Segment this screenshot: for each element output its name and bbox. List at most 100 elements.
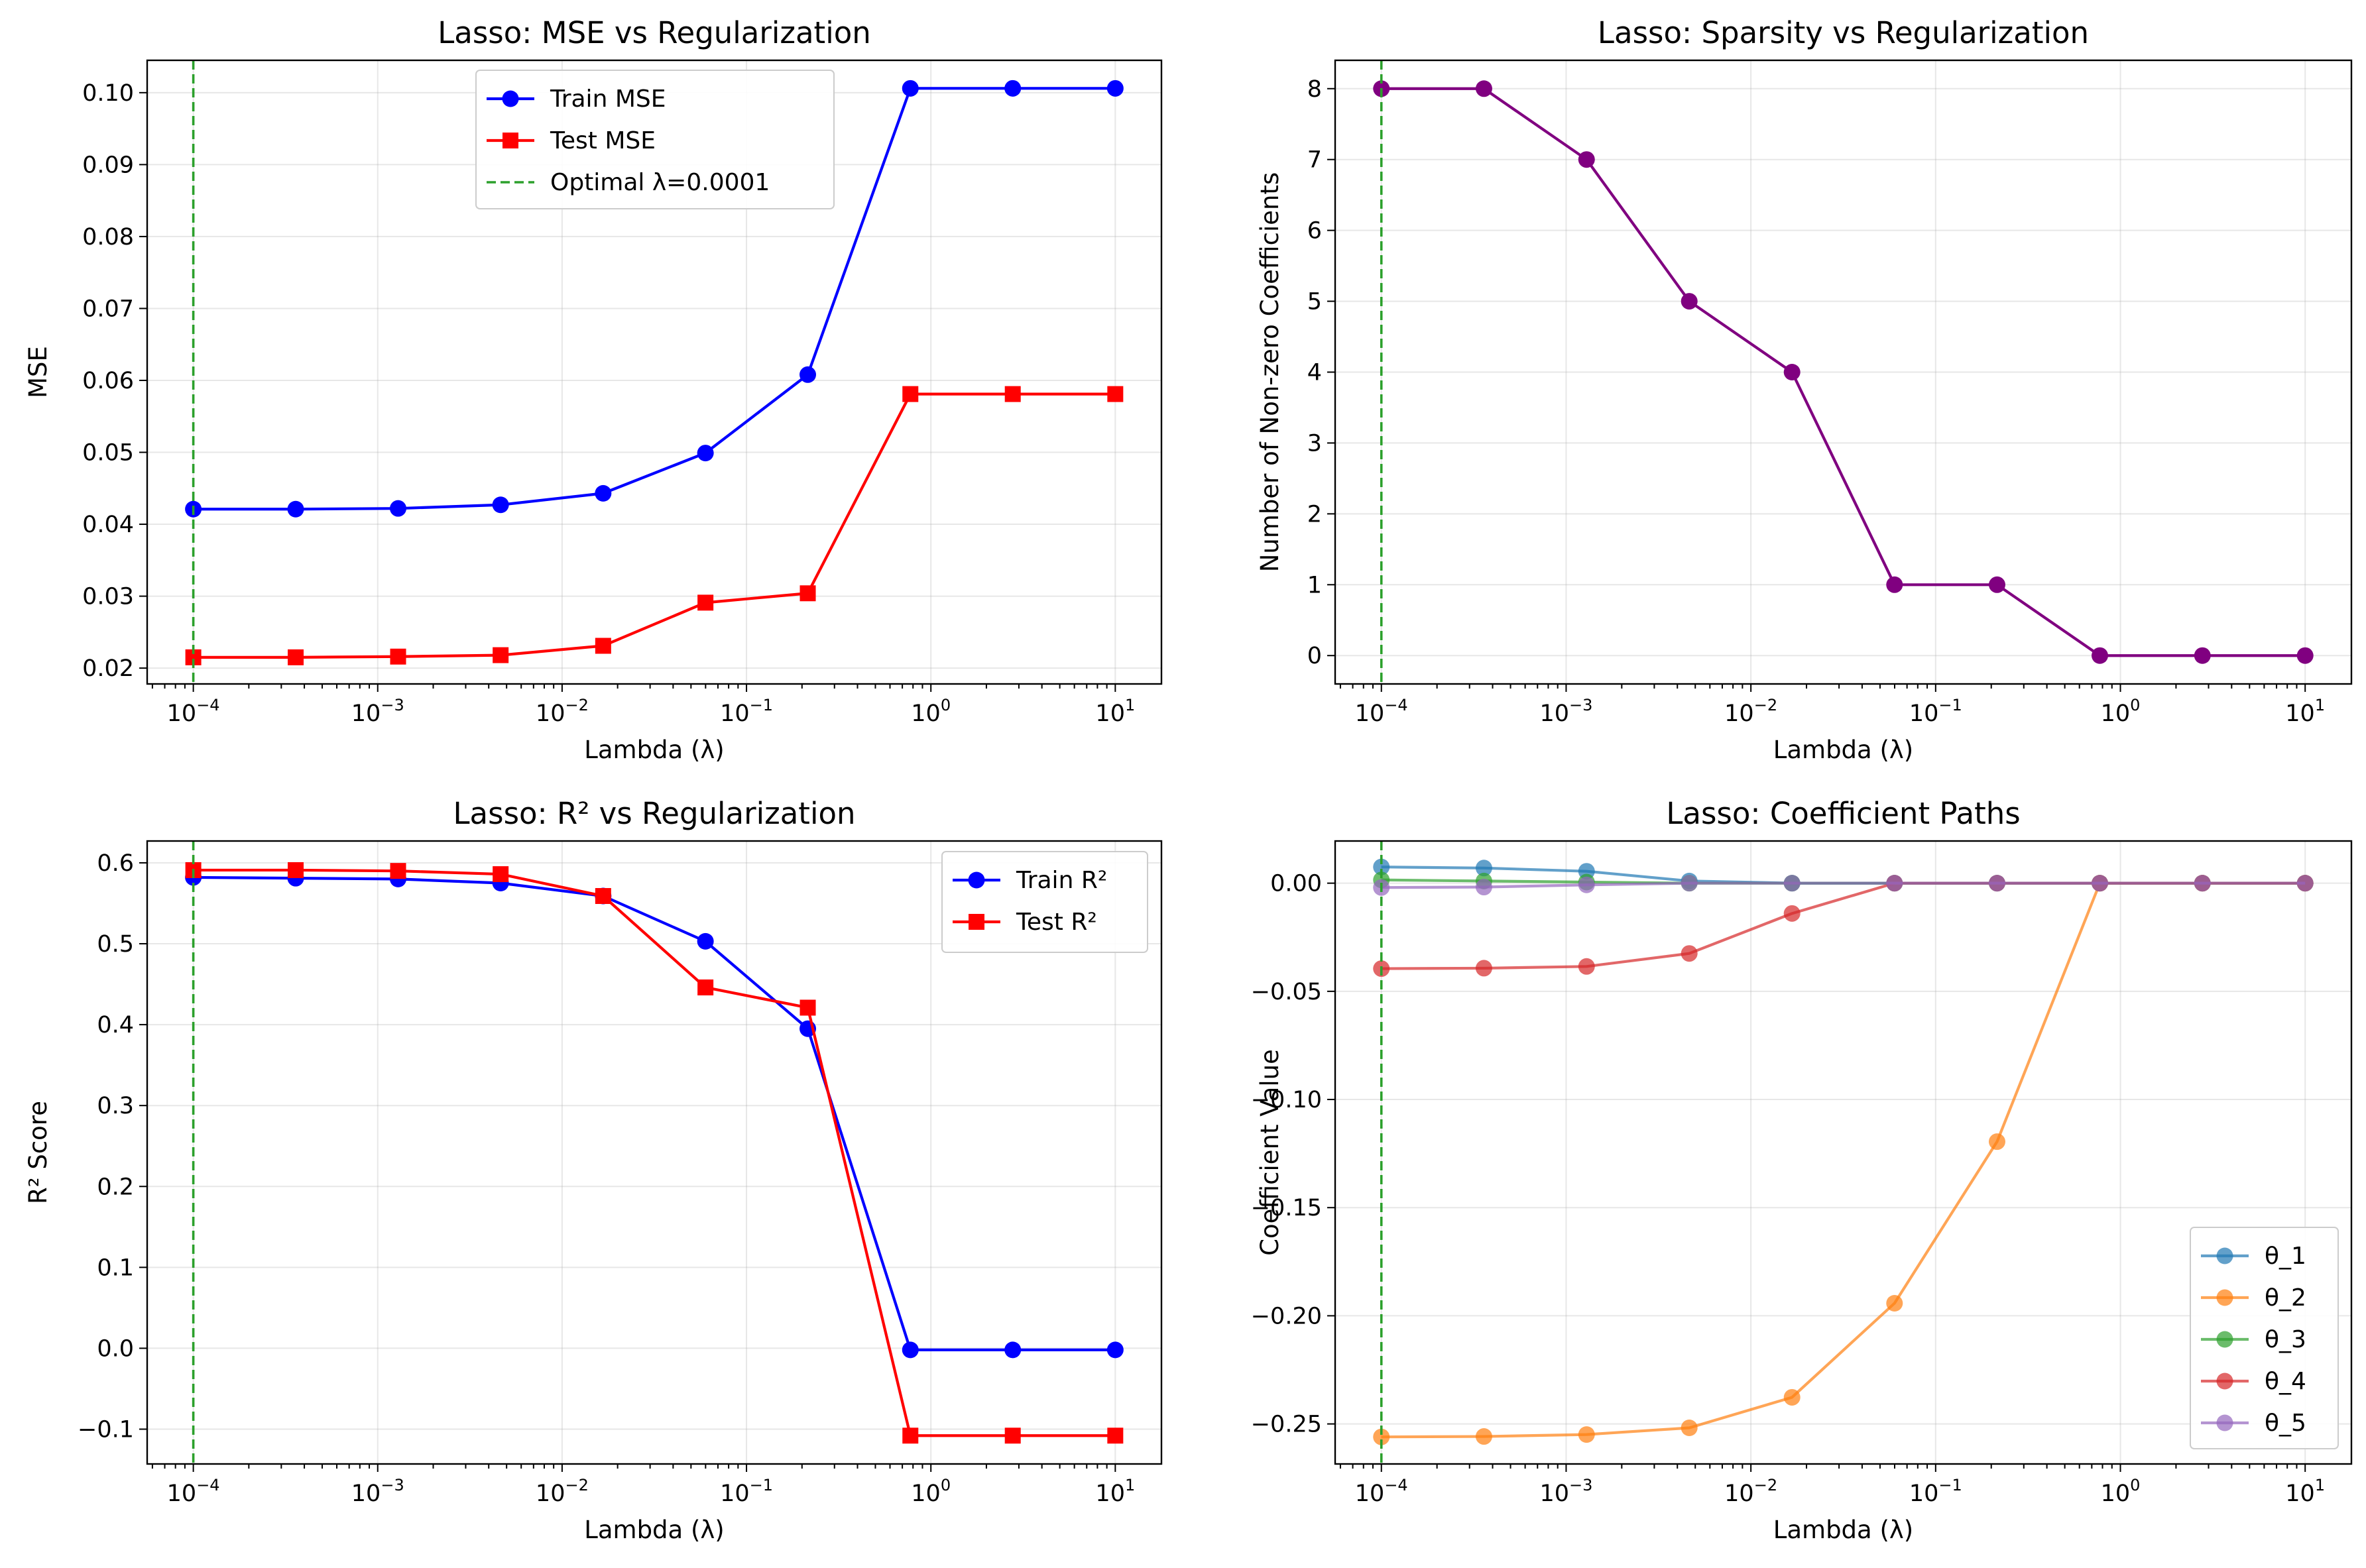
chart-title: Lasso: R² vs Regularization [453, 796, 855, 831]
y-tick-label: −0.10 [1251, 1087, 1322, 1113]
plot-area [1335, 60, 2351, 684]
data-point [2194, 647, 2211, 664]
data-point [1004, 80, 1022, 97]
y-tick-label: 0.4 [97, 1012, 134, 1038]
x-tick-label: 10−2 [1724, 696, 1777, 727]
y-tick-label: 0.10 [82, 80, 134, 107]
legend-label: Train R² [1016, 867, 1107, 894]
legend: Train R² Test R² [941, 851, 1148, 953]
y-axis-label: Coefficient Value [1256, 1049, 1284, 1256]
series-line-1 [193, 87, 1116, 511]
data-point [2194, 875, 2211, 892]
legend-marker [2216, 1247, 2233, 1264]
x-tick-label: 10−1 [720, 1476, 773, 1507]
legend: θ_1 θ_2 θ_3 θ_4 θ_5 [2190, 1227, 2339, 1449]
legend-marker [968, 871, 985, 889]
axes-frame [1334, 840, 2353, 1465]
data-point [493, 647, 509, 663]
legend-marker [503, 133, 518, 148]
x-tick-label: 10−2 [536, 1476, 589, 1507]
y-tick-label: −0.05 [1251, 979, 1322, 1005]
y-tick-label: −0.15 [1251, 1195, 1322, 1221]
chart-title: Lasso: MSE vs Regularization [438, 15, 871, 50]
legend-label: θ_1 [2265, 1243, 2306, 1270]
data-point [1988, 1133, 2005, 1150]
x-tick-label: 100 [911, 696, 951, 727]
data-point [697, 932, 714, 950]
legend-box [941, 851, 1148, 953]
y-tick-label: 0.04 [82, 512, 134, 538]
y-tick-label: 1 [1307, 572, 1322, 598]
x-tick-label: 10−3 [1539, 696, 1592, 727]
data-point [390, 648, 406, 665]
data-point [492, 496, 509, 514]
data-point [697, 594, 714, 611]
x-tick-label: 10−3 [351, 1476, 404, 1507]
data-point [1681, 945, 1698, 962]
data-point [595, 638, 611, 654]
x-tick-label: 10−2 [1724, 1476, 1777, 1507]
data-point [1783, 1388, 1801, 1406]
x-tick-label: 10−1 [1909, 1476, 1962, 1507]
data-point [1886, 576, 1903, 593]
data-point [1475, 960, 1492, 977]
legend-marker [2216, 1372, 2233, 1390]
data-point [493, 866, 509, 883]
x-axis-label: Lambda (λ) [584, 1516, 725, 1544]
axes-frame [146, 840, 1163, 1465]
data-point [1886, 875, 1903, 892]
y-tick-label: 0.08 [82, 224, 134, 251]
legend-box [475, 70, 835, 209]
series-line-1 [193, 875, 1116, 1351]
y-tick-label: 0.03 [82, 584, 134, 610]
legend-box [2190, 1227, 2339, 1449]
legend-label: θ_3 [2265, 1326, 2306, 1353]
y-tick-label: 0.1 [97, 1255, 134, 1281]
data-point [390, 863, 406, 879]
y-tick-label: 0.0 [97, 1335, 134, 1362]
x-tick-label: 10−3 [1539, 1476, 1592, 1507]
chart-title: Lasso: Coefficient Paths [1666, 796, 2020, 831]
x-tick-label: 101 [1095, 696, 1135, 727]
y-tick-label: −0.25 [1251, 1412, 1322, 1438]
series-line-2 [193, 392, 1116, 659]
data-point [1107, 1428, 1124, 1444]
y-tick-label: 3 [1307, 430, 1322, 457]
data-point [902, 1428, 919, 1444]
y-tick-label: 2 [1307, 501, 1322, 528]
y-tick-label: 0.5 [97, 931, 134, 958]
legend-label: θ_4 [2265, 1368, 2306, 1395]
chart-title: Lasso: Sparsity vs Regularization [1598, 15, 2089, 50]
legend-marker [2216, 1331, 2233, 1348]
y-tick-label: 0.05 [82, 440, 134, 467]
y-axis-label: Number of Non-zero Coefficients [1256, 172, 1284, 573]
data-point [2092, 647, 2109, 664]
y-tick-label: 0.02 [82, 655, 134, 682]
legend: Train MSE Test MSE Optimal λ=0.0001 [475, 70, 835, 209]
x-axis-label: Lambda (λ) [1773, 736, 1914, 764]
data-point [1681, 1419, 1698, 1436]
data-point [2296, 647, 2314, 664]
data-point [1578, 1426, 1595, 1443]
x-axis-label: Lambda (λ) [1773, 1516, 1914, 1544]
data-point [1106, 1341, 1124, 1359]
data-point [1004, 386, 1021, 402]
y-tick-label: −0.1 [78, 1417, 134, 1443]
data-point [1578, 151, 1595, 168]
y-tick-label: 6 [1307, 218, 1322, 245]
x-tick-label: 10−4 [167, 696, 220, 727]
y-tick-label: 0.2 [97, 1174, 134, 1200]
data-point [799, 585, 816, 602]
x-tick-label: 101 [2285, 696, 2325, 727]
data-point [697, 979, 714, 995]
data-point [1475, 879, 1492, 896]
data-point [1106, 80, 1124, 97]
data-point [799, 999, 816, 1016]
plot-area [1335, 841, 2351, 1464]
y-tick-label: 0.00 [1270, 871, 1322, 897]
data-point [1107, 386, 1124, 402]
data-point [1783, 364, 1801, 380]
y-tick-label: 4 [1307, 360, 1322, 386]
